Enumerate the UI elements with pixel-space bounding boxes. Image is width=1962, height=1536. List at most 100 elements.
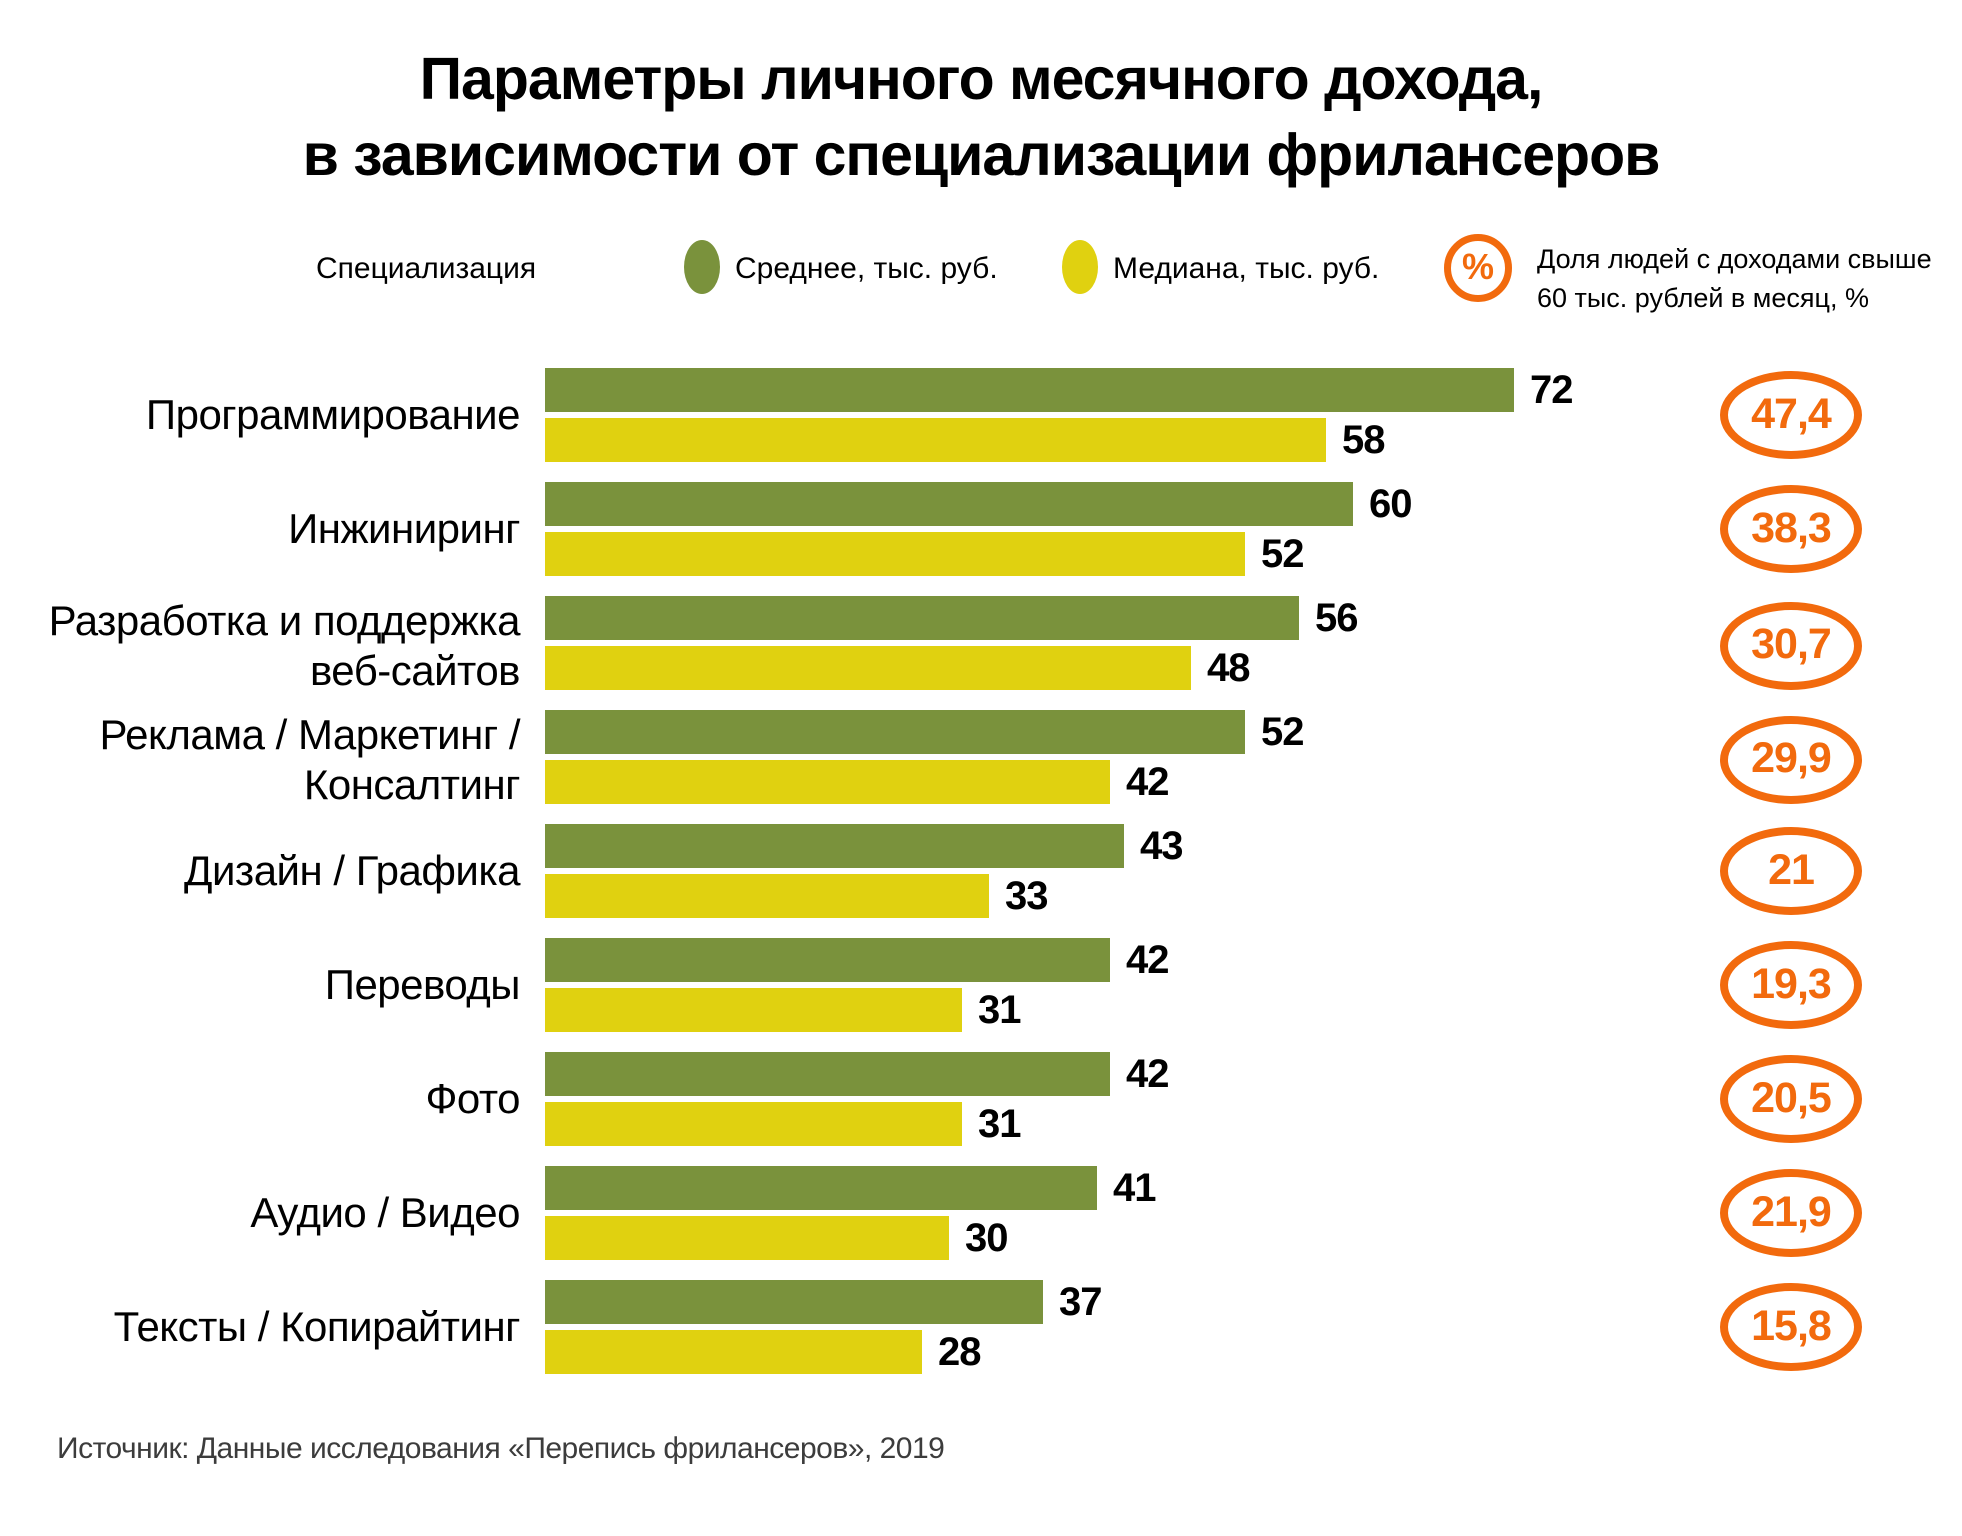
- source-note: Источник: Данные исследования «Перепись …: [57, 1432, 945, 1465]
- median-bar: [545, 988, 962, 1032]
- chart-row: Тексты / Копирайтинг 37 28 15,8: [0, 1280, 1962, 1374]
- mean-bar-value: 60: [1369, 481, 1412, 526]
- median-bar-value: 31: [978, 987, 1021, 1032]
- mean-bar-value: 41: [1113, 1165, 1156, 1210]
- median-bar-line: 31: [545, 988, 1675, 1032]
- category-label: Инжиниринг: [288, 505, 520, 553]
- mean-bar-value: 56: [1315, 595, 1358, 640]
- mean-bar: [545, 1280, 1043, 1324]
- category-bars: 42 31: [520, 938, 1675, 1032]
- legend-axis-label: Специализация: [316, 252, 537, 285]
- median-bar-line: 52: [545, 532, 1675, 576]
- share-badge-column: 29,9: [1675, 710, 1962, 809]
- median-bar: [545, 646, 1191, 690]
- share-badge-value: 38,3: [1751, 503, 1832, 552]
- mean-bar: [545, 1052, 1110, 1096]
- share-badge: 21,9: [1720, 1169, 1862, 1257]
- median-bar-line: 58: [545, 418, 1675, 462]
- median-bar-line: 31: [545, 1102, 1675, 1146]
- mean-bar-line: 42: [545, 1052, 1675, 1096]
- category-label: Переводы: [324, 961, 521, 1009]
- share-badge-column: 20,5: [1675, 1052, 1962, 1146]
- category-bars: 37 28: [520, 1280, 1675, 1374]
- share-badge-column: 15,8: [1675, 1280, 1962, 1374]
- median-bar: [545, 1330, 922, 1374]
- median-bar-value: 58: [1342, 417, 1385, 462]
- category-label: Тексты / Копирайтинг: [113, 1303, 521, 1351]
- chart-row: Аудио / Видео 41 30 21,9: [0, 1166, 1962, 1260]
- category-bars: 72 58: [520, 368, 1675, 462]
- mean-bar-line: 41: [545, 1166, 1675, 1210]
- chart-row: Дизайн / Графика 43 33 21: [0, 824, 1962, 918]
- chart-row: Инжиниринг 60 52 38,3: [0, 482, 1962, 576]
- legend-share-label: Доля людей с доходами свыше 60 тыс. рубл…: [1537, 240, 1932, 318]
- chart-title-line2: в зависимости от специализации фрилансер…: [302, 121, 1661, 188]
- category-bars: 42 31: [520, 1052, 1675, 1146]
- median-swatch-icon: [1062, 240, 1098, 294]
- share-badge: 15,8: [1720, 1283, 1862, 1371]
- share-badge-value: 30,7: [1751, 620, 1832, 669]
- chart-title-line1: Параметры личного месячного дохода,: [419, 46, 1544, 112]
- mean-bar-line: 43: [545, 824, 1675, 868]
- bar-chart-rows: Программирование 72 58 47,4 Инжиниринг 60 52 38…: [0, 368, 1962, 1374]
- median-bar-value: 28: [938, 1329, 981, 1374]
- category-bars: 56 48: [520, 596, 1675, 690]
- mean-bar-value: 42: [1126, 937, 1169, 982]
- share-badge: 47,4: [1720, 371, 1862, 459]
- share-badge: 30,7: [1720, 601, 1862, 690]
- median-bar: [545, 532, 1245, 576]
- category-label: Фото: [425, 1075, 521, 1123]
- share-badge-value: 20,5: [1751, 1073, 1832, 1122]
- share-badge-value: 19,3: [1751, 959, 1832, 1008]
- mean-bar-line: 37: [545, 1280, 1675, 1324]
- share-badge-column: 30,7: [1675, 596, 1962, 695]
- percent-symbol: %: [1461, 245, 1494, 287]
- legend-share-label-line2: 60 тыс. рублей в месяц, %: [1537, 283, 1869, 314]
- legend-share-label-line1: Доля людей с доходами свыше: [1537, 244, 1932, 274]
- category-label: Аудио / Видео: [250, 1189, 520, 1237]
- mean-bar-value: 37: [1059, 1279, 1102, 1324]
- median-bar-line: 28: [545, 1330, 1675, 1374]
- category-label: Реклама / Маркетинг / Консалтинг: [99, 711, 520, 808]
- share-badge-column: 21: [1675, 824, 1962, 918]
- chart-title: Параметры личного месячного дохода, в за…: [0, 42, 1962, 193]
- chart-row: Программирование 72 58 47,4: [0, 368, 1962, 462]
- mean-bar: [545, 824, 1124, 868]
- median-bar-value: 52: [1261, 531, 1304, 576]
- category-label: Разработка и поддержка веб-сайтов: [48, 597, 521, 694]
- median-bar: [545, 760, 1110, 804]
- median-bar: [545, 874, 989, 918]
- share-badge-column: 21,9: [1675, 1166, 1962, 1260]
- mean-swatch-icon: [684, 240, 720, 294]
- median-bar: [545, 1216, 949, 1260]
- chart-row: Разработка и поддержка веб-сайтов 56 48 30,…: [0, 596, 1962, 694]
- mean-bar-value: 43: [1140, 823, 1183, 868]
- share-badge-column: 38,3: [1675, 482, 1962, 576]
- share-badge-column: 19,3: [1675, 938, 1962, 1032]
- category-bars: 43 33: [520, 824, 1675, 918]
- bar-chart: Программирование 72 58 47,4 Инжиниринг 60 52 38…: [0, 368, 1962, 1374]
- percent-circle-icon: %: [1444, 234, 1512, 302]
- mean-bar: [545, 482, 1353, 526]
- median-bar-line: 48: [545, 646, 1675, 690]
- chart-row: Переводы 42 31 19,3: [0, 938, 1962, 1032]
- share-badge-value: 15,8: [1751, 1301, 1832, 1350]
- category-bars: 52 42: [520, 710, 1675, 804]
- median-bar-value: 30: [965, 1215, 1008, 1260]
- mean-bar: [545, 938, 1110, 982]
- mean-bar-line: 52: [545, 710, 1675, 754]
- share-badge: 38,3: [1720, 485, 1862, 573]
- mean-bar: [545, 710, 1245, 754]
- legend-mean-label: Среднее, тыс. руб.: [735, 252, 998, 285]
- mean-bar-line: 42: [545, 938, 1675, 982]
- share-badge-value: 21,9: [1751, 1187, 1832, 1236]
- category-label: Программирование: [145, 391, 521, 439]
- category-bars: 41 30: [520, 1166, 1675, 1260]
- median-bar-value: 42: [1126, 759, 1169, 804]
- chart-row: Реклама / Маркетинг / Консалтинг 52 42 29,9: [0, 710, 1962, 808]
- mean-bar-line: 56: [545, 596, 1675, 640]
- mean-bar: [545, 596, 1299, 640]
- share-badge-value: 47,4: [1751, 389, 1832, 438]
- median-bar-value: 33: [1005, 873, 1048, 918]
- legend-median-label: Медиана, тыс. руб.: [1113, 252, 1380, 285]
